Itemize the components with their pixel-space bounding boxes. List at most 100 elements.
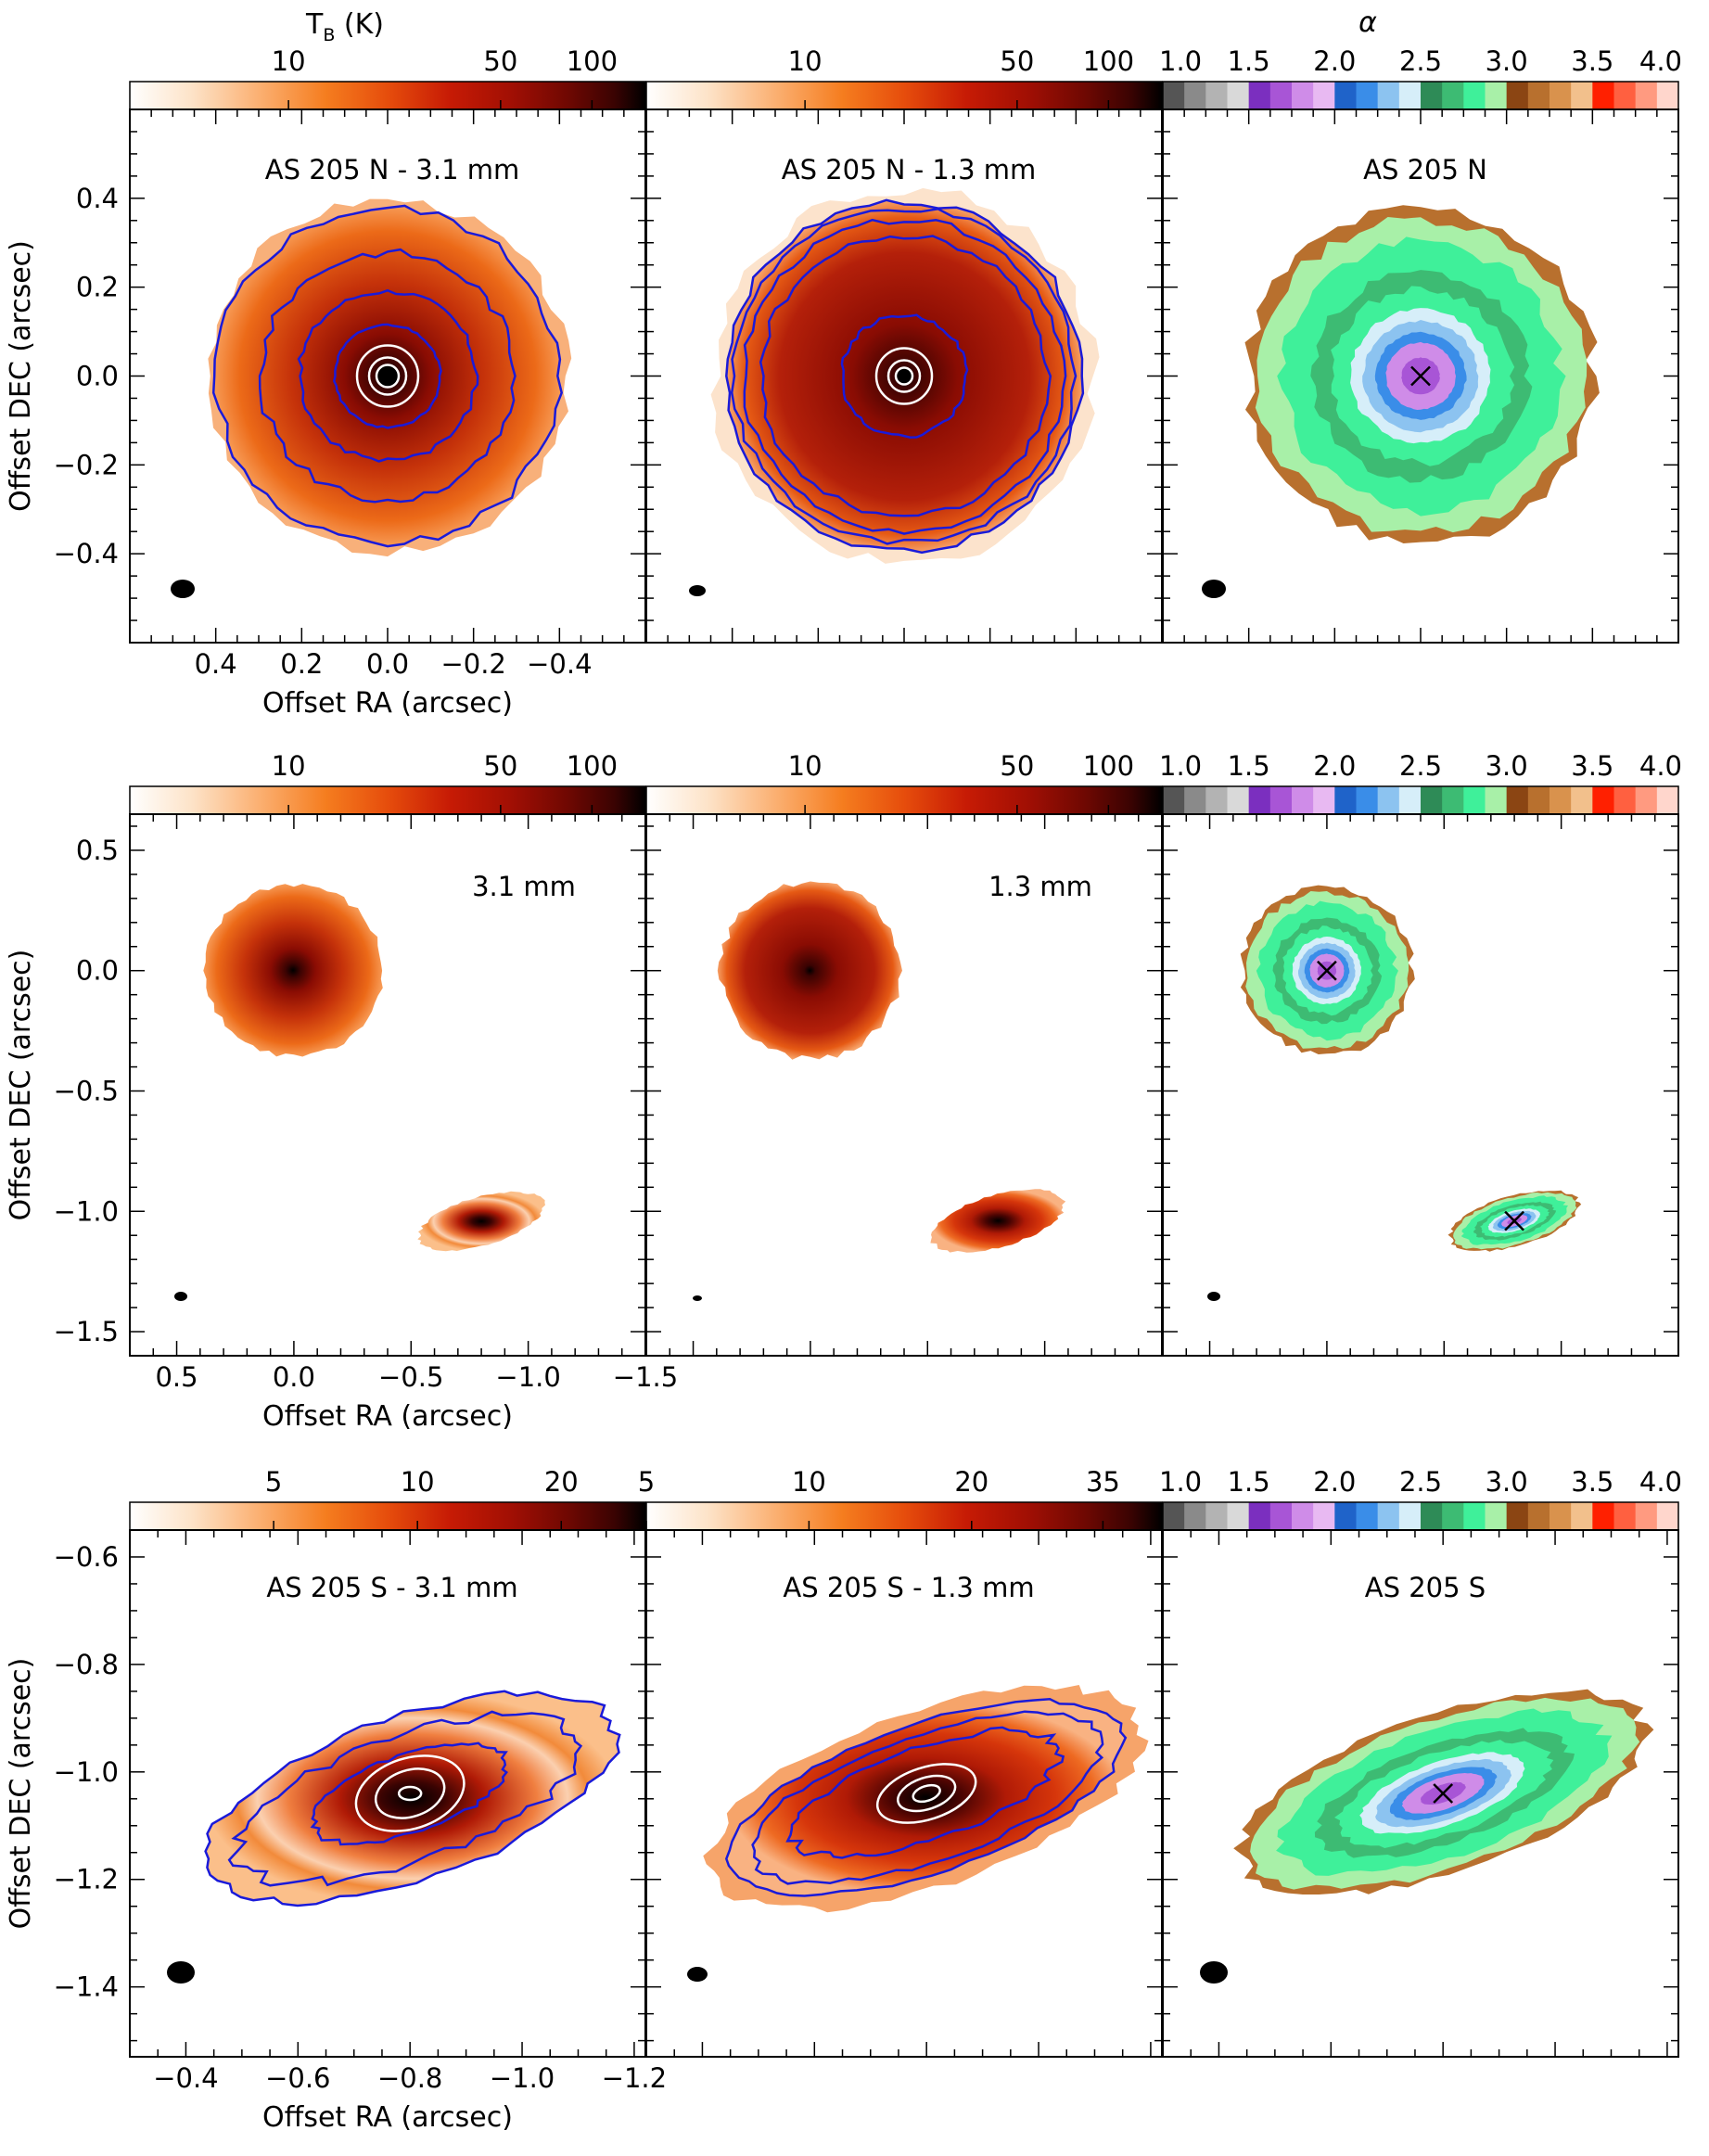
- x-tick-label: −0.6: [265, 2062, 330, 2094]
- x-tick-label: −0.5: [378, 1361, 443, 1393]
- beam-ellipse: [167, 1961, 195, 1984]
- panel-title: AS 205 S: [1365, 1572, 1486, 1603]
- x-tick-label: −0.2: [440, 648, 505, 680]
- alpha-colorbar-bin: [1485, 82, 1508, 109]
- contour-outer: [785, 1726, 1065, 1859]
- panel-title: AS 205 N: [1363, 154, 1487, 185]
- alpha-colorbar-bin: [1163, 82, 1185, 109]
- alpha-colorbar-bin: [1398, 1502, 1422, 1530]
- alpha-colorbar-tick-label: 3.5: [1571, 750, 1613, 782]
- alpha-colorbar-label: α: [1358, 6, 1377, 39]
- x-tick-label: −0.4: [153, 2062, 218, 2094]
- alpha-colorbar-tick-label: 3.0: [1486, 750, 1528, 782]
- x-axis-label: Offset RA (arcsec): [262, 1400, 513, 1433]
- panel-frame: [1162, 1529, 1679, 2058]
- beam-ellipse: [1207, 1292, 1220, 1301]
- panel-title: AS 205 N - 3.1 mm: [265, 154, 519, 185]
- contour-inner: [886, 359, 922, 393]
- tb-colorbar-tick-label: 10: [792, 1466, 826, 1498]
- alpha-colorbar-bin: [1485, 1502, 1508, 1530]
- alpha-colorbar-bin: [1227, 786, 1250, 814]
- alpha-colorbar-bin: [1592, 786, 1614, 814]
- tb-colorbar-tick-label: 5: [638, 1466, 655, 1498]
- x-tick-label: 0.4: [195, 648, 237, 680]
- panel-frame: [1162, 813, 1679, 1357]
- alpha-colorbar-tick-label: 1.0: [1159, 1466, 1202, 1498]
- tb-colorbar-gradient: [129, 1501, 646, 1531]
- alpha-colorbar-bin: [1421, 786, 1443, 814]
- alpha-colorbar-bin: [1248, 1502, 1271, 1530]
- colorbars: 10 50 100 10 50 100 1.0 1.5 2.0 2.5 3.0 3.5 4.010 50 1…: [129, 45, 1682, 1531]
- panel-as205s-1mm: AS 205 S - 1.3 mm: [645, 1529, 1163, 2058]
- panel-as205n-alpha: AS 205 N: [1162, 108, 1679, 644]
- alpha-colorbar-bin: [1613, 786, 1637, 814]
- y-tick-label: −1.0: [54, 1195, 119, 1227]
- y-tick-label: −0.2: [54, 449, 119, 480]
- alpha-colorbar-bin: [1421, 82, 1443, 109]
- tb-colorbar-tick-label: 10: [788, 45, 823, 77]
- tb-colorbar-tick-label: 50: [1000, 750, 1034, 782]
- alpha-colorbar-bin: [1313, 786, 1335, 814]
- x-tick-label: 0.0: [273, 1361, 315, 1393]
- x-tick-label: −1.0: [490, 2062, 555, 2094]
- y-tick-label: −1.5: [54, 1316, 119, 1347]
- tb-colorbar-tick-label: 100: [1083, 750, 1134, 782]
- contour-inner: [897, 1774, 957, 1813]
- tb-colorbar-gradient: [129, 785, 646, 815]
- tb-colorbar-gradient: [129, 81, 646, 110]
- beam-ellipse: [1202, 580, 1226, 598]
- tb-colorbar-tick-label: 100: [567, 750, 618, 782]
- alpha-colorbar-tick-label: 2.5: [1399, 750, 1442, 782]
- alpha-colorbar-bin: [1506, 786, 1529, 814]
- alpha-colorbar-bin: [1506, 1502, 1529, 1530]
- alpha-colorbar-bin: [1613, 1502, 1637, 1530]
- contour-outer: [227, 1710, 583, 1887]
- alpha-colorbar-tick-label: 3.0: [1486, 1466, 1528, 1498]
- y-tick-label: 0.0: [76, 955, 119, 987]
- alpha-colorbar-8: 1.0 1.5 2.0 2.5 3.0 3.5 4.0: [1159, 1466, 1682, 1531]
- alpha-colorbar-bin: [1227, 1502, 1250, 1530]
- alpha-colorbar-bin: [1313, 82, 1335, 109]
- tb-colorbar-tick-label: 5: [265, 1466, 282, 1498]
- panel-as205n-1mm: AS 205 N - 1.3 mm: [645, 108, 1163, 644]
- tb-colorbar-tick-label: 10: [401, 1466, 435, 1498]
- panel-wide-alpha: [1162, 813, 1679, 1357]
- panel-wide-3mm: 3.1 mm 0.5 0.0 −0.5 −1.0 −1.5 0.5 0.0 −0.5 −1.0 −1…: [54, 813, 678, 1393]
- alpha-colorbar-bin: [1398, 82, 1422, 109]
- alpha-colorbar-bin: [1613, 82, 1637, 109]
- y-tick-label: 0.0: [76, 361, 119, 392]
- tb-colorbar-1: 10 50 100: [645, 45, 1163, 110]
- tb-colorbar-3: 10 50 100: [129, 750, 646, 815]
- contour-outer: [332, 323, 442, 429]
- alpha-colorbar-bin: [1485, 786, 1508, 814]
- alpha-colorbar-bin: [1184, 82, 1206, 109]
- alpha-colorbar-bin: [1377, 82, 1400, 109]
- alpha-colorbar-bin: [1356, 82, 1379, 109]
- alpha-colorbar-bin: [1292, 1502, 1314, 1530]
- tb-colorbar-tick-label: 50: [483, 750, 517, 782]
- alpha-colorbar-bin: [1292, 82, 1314, 109]
- panel-as205n-3mm: AS 205 N - 3.1 mm 0.4 0.2 0.0 −0.2 −0.4 0.4 0.2…: [54, 108, 646, 680]
- tb-colorbar-tick-label: 20: [954, 1466, 988, 1498]
- y-axis-label: Offset DEC (arcsec): [5, 950, 37, 1221]
- x-axis-label: Offset RA (arcsec): [262, 2101, 513, 2134]
- x-tick-label: 0.0: [366, 648, 409, 680]
- tb-colorbar-tick-label: 35: [1086, 1466, 1120, 1498]
- alpha-colorbar-bin: [1550, 1502, 1572, 1530]
- alpha-colorbar-5: 1.0 1.5 2.0 2.5 3.0 3.5 4.0: [1159, 750, 1682, 815]
- panel-title: AS 205 S - 1.3 mm: [783, 1572, 1034, 1603]
- tb-colorbar-4: 10 50 100: [645, 750, 1163, 815]
- alpha-colorbar-bin: [1656, 82, 1679, 109]
- contour-inner: [912, 1783, 941, 1804]
- contour-inner: [354, 1754, 466, 1832]
- disc-as205n: [717, 881, 902, 1060]
- center-marker: [1410, 365, 1431, 387]
- alpha-colorbar-bin: [1269, 82, 1293, 109]
- tb-colorbar-tick-label: 50: [483, 45, 517, 77]
- tb-colorbar-tick-label: 100: [567, 45, 618, 77]
- contour-outer: [743, 218, 1067, 535]
- alpha-colorbar-bin: [1248, 82, 1271, 109]
- alpha-colorbar-tick-label: 1.5: [1228, 750, 1270, 782]
- panel-title: AS 205 N - 1.3 mm: [782, 154, 1036, 185]
